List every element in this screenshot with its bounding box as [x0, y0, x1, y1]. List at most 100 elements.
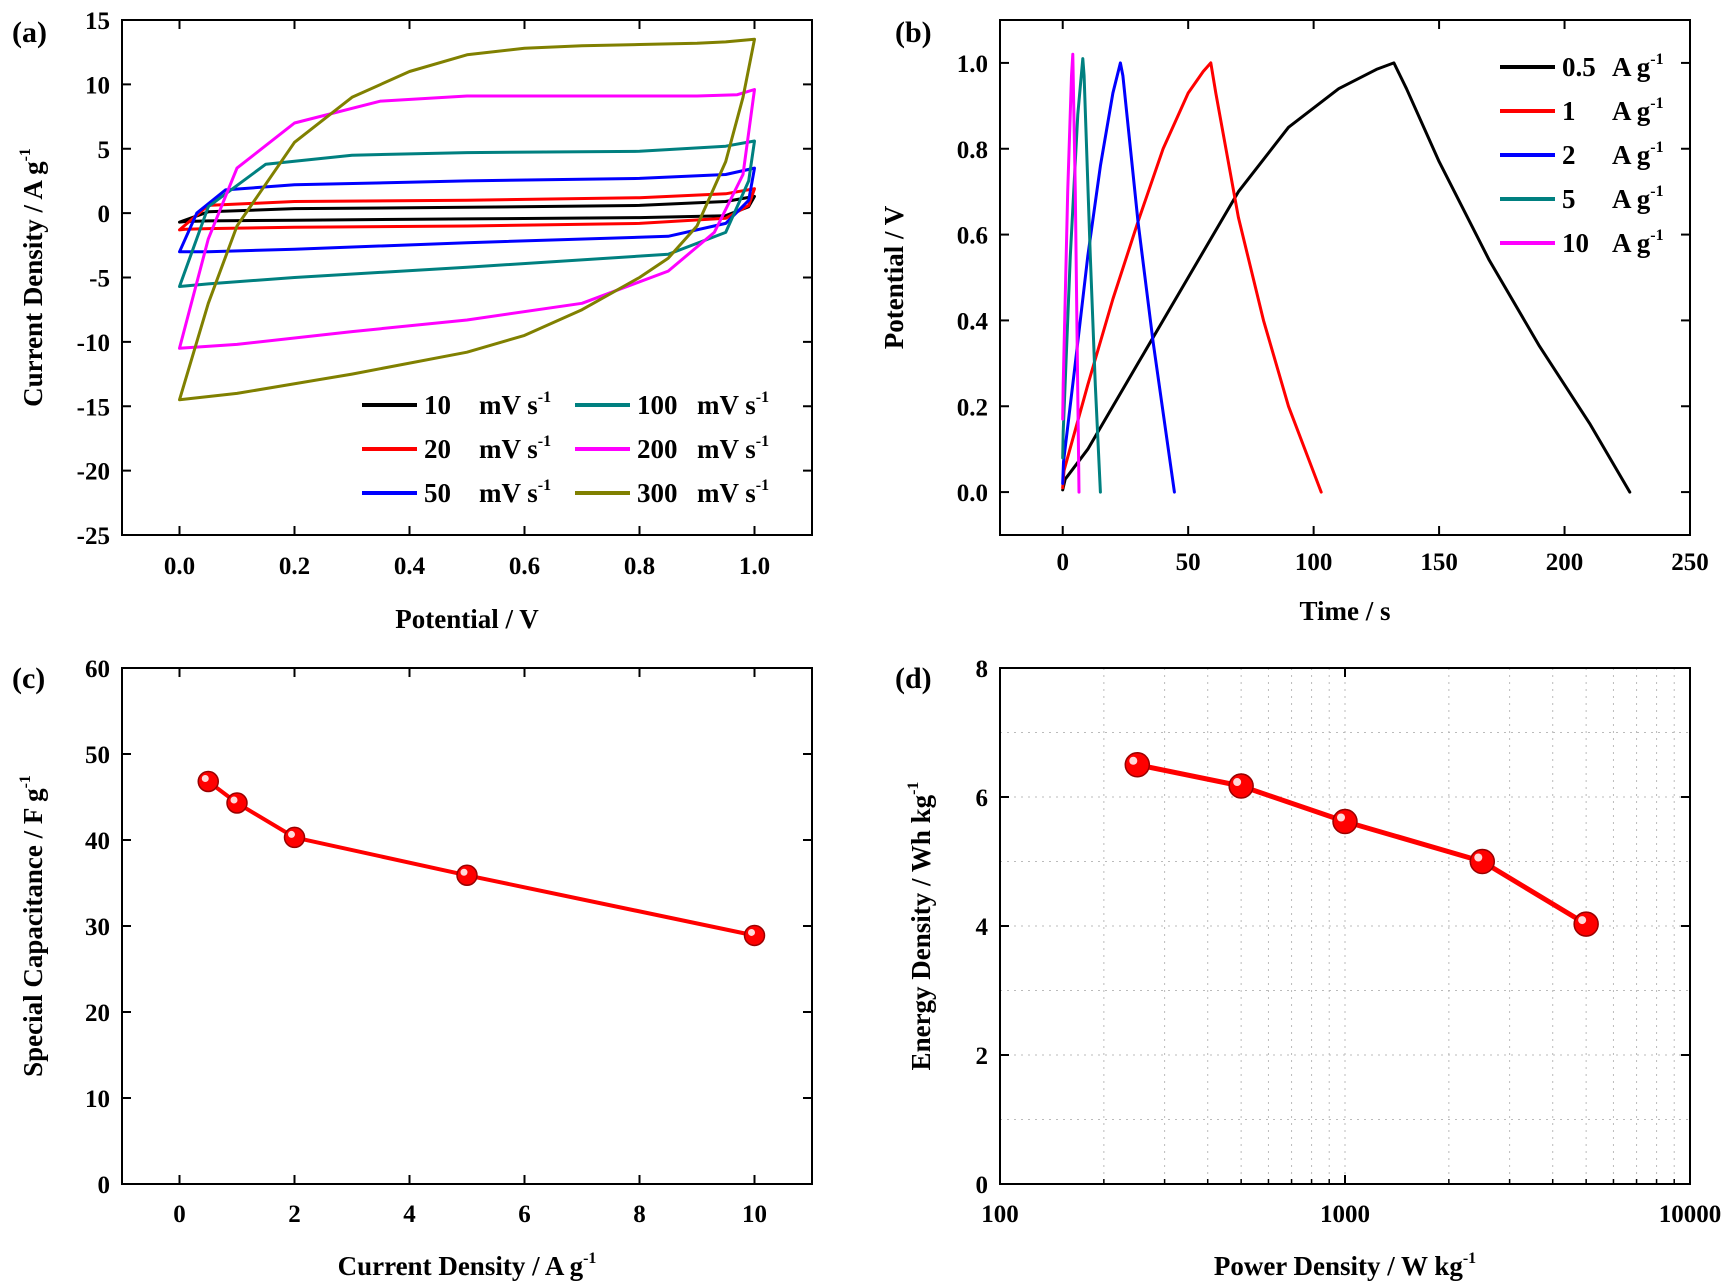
- x-axis-label: Power Density / W kg-1: [1214, 1250, 1476, 1281]
- x-tick-label: 0.0: [164, 553, 195, 580]
- data-point: [1228, 773, 1254, 799]
- data-point: [456, 864, 478, 887]
- x-tick-label: 1000: [1320, 1201, 1370, 1228]
- y-tick-label: 2: [976, 1043, 989, 1070]
- y-tick-label: -25: [77, 523, 110, 550]
- panel-d: (d) 100 1000 10000 0 2 4 6 8 Power Density / W kg…: [895, 656, 1721, 1281]
- data-point-highlight: [1474, 853, 1483, 862]
- x-axis-label: Potential / V: [395, 604, 539, 634]
- y-tick-label: 10: [85, 72, 110, 99]
- x-tick-label: 0.6: [509, 553, 540, 580]
- data-point: [226, 792, 248, 814]
- x-tick-label: 0: [1056, 549, 1069, 576]
- data-point-highlight: [201, 775, 209, 783]
- panel-b: (b) 0 50 100 150 200 250 0.0 0.2 0.4 0.6 0.8 1.0 Time…: [879, 16, 1709, 626]
- y-tick-label: 60: [85, 656, 110, 683]
- data-point-highlight: [230, 796, 238, 804]
- x-tick-label: 6: [518, 1201, 531, 1228]
- x-axis-label: Time / s: [1299, 596, 1390, 626]
- gcd-curve: [1061, 52, 1081, 494]
- gcd-curve: [1061, 57, 1102, 494]
- x-tick-label: 8: [633, 1201, 646, 1228]
- panel-label: (a): [12, 16, 47, 49]
- x-tick-label: 2: [288, 1201, 301, 1228]
- x-tick-label: 10000: [1659, 1201, 1722, 1228]
- legend-entry: 100 mV s-1: [637, 389, 769, 420]
- data-point-highlight: [288, 830, 295, 838]
- x-tick-label: 50: [1176, 549, 1201, 576]
- legend-entry: 10 mV s-1: [424, 389, 551, 420]
- y-tick-label: 5: [98, 137, 111, 164]
- data-point: [743, 924, 766, 947]
- x-tick-label: 1.0: [739, 553, 770, 580]
- x-tick-label: 250: [1671, 549, 1709, 576]
- data-point-highlight: [1129, 756, 1138, 765]
- plot-frame: [999, 19, 1691, 536]
- y-tick-label: 0.4: [957, 308, 989, 335]
- legend-entry: 300 mV s-1: [637, 477, 769, 508]
- panel-label: (c): [12, 662, 45, 695]
- x-tick-label: 0.2: [279, 553, 310, 580]
- panel-label: (b): [895, 16, 932, 49]
- x-axis-label: Current Density / A g-1: [338, 1250, 597, 1281]
- legend-entry: 200 mV s-1: [637, 433, 769, 464]
- y-tick-label: 0.0: [957, 480, 988, 507]
- data-point: [1332, 808, 1358, 835]
- y-tick-label: 50: [85, 742, 110, 769]
- data-point: [1124, 752, 1151, 778]
- y-tick-label: 0: [98, 1172, 111, 1199]
- y-axis-label: Energy Density / Wh kg-1: [905, 782, 936, 1071]
- panel-label: (d): [895, 662, 932, 695]
- y-tick-label: 0.2: [957, 394, 988, 421]
- data-point-highlight: [748, 928, 755, 936]
- y-tick-label: 0.6: [957, 223, 988, 250]
- data-point: [1573, 911, 1599, 937]
- x-tick-label: 200: [1546, 549, 1584, 576]
- y-tick-label: -10: [77, 330, 110, 357]
- y-tick-label: 40: [85, 828, 110, 855]
- y-tick-label: 20: [85, 1000, 110, 1027]
- cv-curve: [178, 88, 756, 350]
- gcd-curve: [1061, 61, 1176, 494]
- legend-entry: 10 A g-1: [1562, 227, 1664, 258]
- legend-entry: 0.5 A g-1: [1562, 51, 1664, 82]
- y-tick-label: 0: [98, 201, 111, 228]
- y-tick-label: -15: [77, 394, 110, 421]
- y-tick-label: 8: [976, 656, 989, 683]
- data-point-highlight: [1337, 813, 1345, 822]
- y-axis-label: Special Capacitance / F g-1: [17, 775, 48, 1077]
- data-point: [283, 826, 306, 849]
- y-axis-label: Potential / V: [879, 205, 909, 349]
- x-tick-label: 100: [981, 1201, 1019, 1228]
- data-point-highlight: [460, 868, 468, 876]
- gcd-curve: [1061, 61, 1632, 494]
- y-axis-label: Current Density / A g-1: [17, 148, 48, 407]
- y-tick-label: 10: [85, 1086, 110, 1113]
- data-point-highlight: [1233, 778, 1242, 787]
- y-tick-label: 0.8: [957, 137, 988, 164]
- y-tick-label: 1.0: [957, 51, 988, 78]
- x-tick-label: 4: [403, 1201, 416, 1228]
- x-tick-label: 0.4: [394, 553, 426, 580]
- data-point: [1469, 848, 1496, 875]
- y-tick-label: -20: [77, 459, 110, 486]
- y-tick-label: 6: [976, 785, 989, 812]
- x-tick-label: 0: [173, 1201, 186, 1228]
- data-point: [197, 770, 219, 793]
- x-tick-label: 10: [742, 1201, 767, 1228]
- legend-entry: 20 mV s-1: [424, 433, 551, 464]
- cv-curve: [178, 139, 756, 288]
- y-tick-label: 30: [85, 914, 110, 941]
- legend-entry: 50 mV s-1: [424, 477, 551, 508]
- cv-curve: [178, 37, 756, 402]
- y-tick-label: 0: [976, 1172, 989, 1199]
- gcd-curve: [1061, 61, 1323, 494]
- data-point-highlight: [1578, 916, 1587, 925]
- panel-a: (a) 0.0 0.2 0.4 0.6 0.8 1.0 -25 -20 -15 -10 -5 0 5 10 1…: [12, 8, 813, 634]
- x-tick-label: 100: [1295, 549, 1333, 576]
- x-tick-label: 150: [1420, 549, 1458, 576]
